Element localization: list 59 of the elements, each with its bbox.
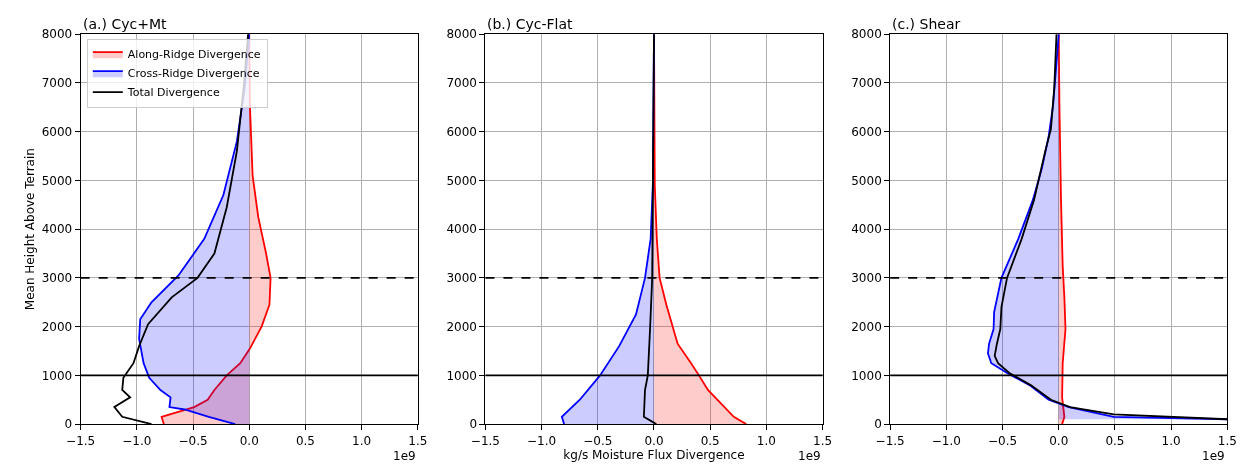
y-tick-label: 3000 <box>446 271 478 286</box>
y-tick-label: 4000 <box>851 222 882 237</box>
y-tick-label: 5000 <box>41 173 73 188</box>
x-tick-label: 1.5 <box>408 433 428 448</box>
x-tick-label: −1.5 <box>875 433 905 448</box>
y-tick-label: 0 <box>469 417 478 432</box>
x-tick-label: 0.0 <box>239 433 259 448</box>
x-tick-label: 0.0 <box>1049 433 1069 448</box>
y-tick-label: 4000 <box>41 222 73 237</box>
chart-title: (c.) Shear <box>892 16 961 32</box>
y-tick-label: 7000 <box>851 76 882 91</box>
y-tick-label: 6000 <box>446 124 478 139</box>
legend-label: Cross-Ridge Divergence <box>127 67 260 81</box>
y-tick-label: 6000 <box>851 124 882 139</box>
y-tick-label: 2000 <box>851 319 882 334</box>
y-tick-label: 0 <box>64 417 73 432</box>
x-tick-label: −0.5 <box>987 433 1018 448</box>
y-tick-label: 8000 <box>851 27 882 42</box>
text: 1e9 <box>393 449 416 463</box>
y-tick-label: 2000 <box>41 319 73 334</box>
x-tick-label: 1.5 <box>1217 433 1237 448</box>
chart-title: (a.) Cyc+Mt <box>83 16 167 32</box>
x-tick-label: −1.5 <box>470 433 500 448</box>
text: 1e9 <box>1202 449 1225 463</box>
x-tick-label: −0.5 <box>583 433 613 448</box>
x-axis-title: kg/s Moisture Flux Divergence <box>563 448 745 463</box>
x-tick-label: 0.5 <box>700 433 720 448</box>
x-tick-label: −1.0 <box>931 433 961 448</box>
y-tick-label: 0 <box>874 417 882 432</box>
y-tick-label: 4000 <box>446 222 478 237</box>
x-tick-label: 0.5 <box>295 433 315 448</box>
x-tick-label: 1.0 <box>1161 433 1181 448</box>
y-tick-label: 6000 <box>41 124 73 139</box>
x-tick-label: 1.0 <box>352 433 372 448</box>
y-tick-label: 7000 <box>41 76 73 91</box>
y-axis-title: Mean Height Above Terrain <box>23 148 38 311</box>
x-tick-label: 0.5 <box>1105 433 1125 448</box>
y-tick-label: 3000 <box>851 271 882 286</box>
text: 1e9 <box>798 449 821 463</box>
legend-label: Along-Ridge Divergence <box>127 48 261 62</box>
x-tick-label: −0.5 <box>178 433 208 448</box>
legend-label: Total Divergence <box>126 86 220 100</box>
x-tick-label: 1.5 <box>813 433 833 448</box>
y-tick-label: 8000 <box>446 27 478 42</box>
y-tick-label: 1000 <box>41 368 73 383</box>
y-tick-label: 2000 <box>446 319 478 334</box>
y-tick-label: 1000 <box>851 368 882 383</box>
x-tick-label: −1.5 <box>66 433 96 448</box>
chart-title: (b.) Cyc-Flat <box>487 16 574 32</box>
y-tick-label: 5000 <box>851 173 882 188</box>
y-tick-label: 3000 <box>41 271 73 286</box>
x-tick-label: −1.0 <box>122 433 152 448</box>
x-tick-label: −1.0 <box>527 433 557 448</box>
y-tick-label: 7000 <box>446 76 478 91</box>
x-tick-label: 1.0 <box>756 433 776 448</box>
y-tick-label: 5000 <box>446 173 478 188</box>
x-tick-label: 0.0 <box>644 433 664 448</box>
y-tick-label: 8000 <box>41 27 73 42</box>
y-tick-label: 1000 <box>446 368 478 383</box>
